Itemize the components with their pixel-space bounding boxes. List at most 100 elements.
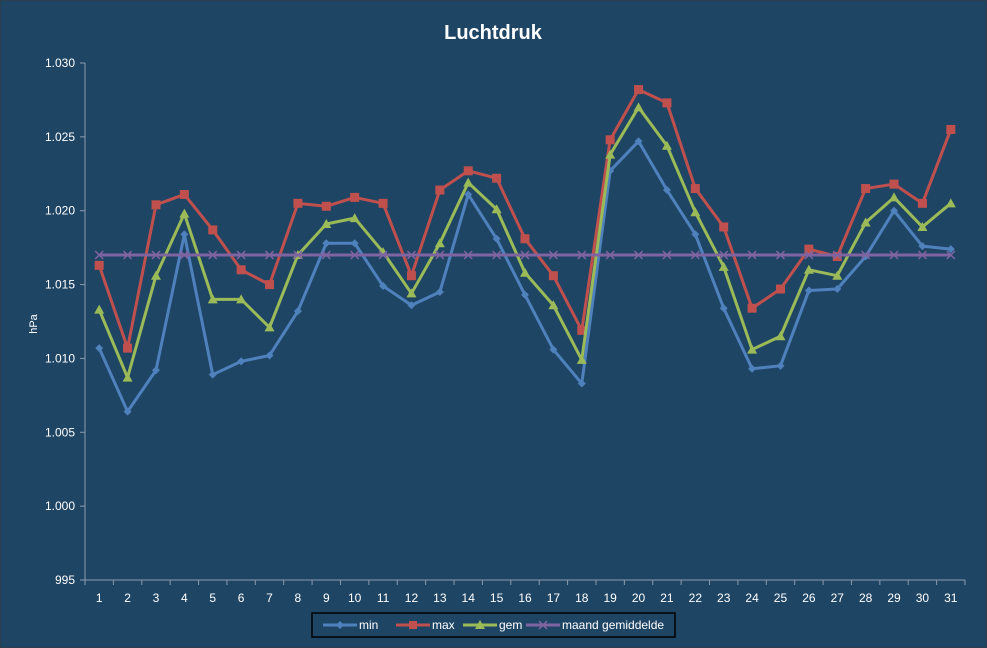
data-point [860, 217, 871, 227]
x-tick-label: 10 [348, 591, 362, 605]
data-point [265, 280, 275, 290]
x-tick-label: 30 [916, 591, 930, 605]
legend: min max gem maand gemiddelde [311, 612, 676, 638]
data-point [917, 221, 928, 231]
x-tick-label: 11 [377, 591, 390, 605]
legend-item: min [323, 618, 378, 632]
x-tick-label: 23 [717, 591, 731, 605]
legend-item: max [396, 618, 455, 632]
data-point [833, 285, 842, 294]
data-point [549, 345, 558, 354]
data-point [890, 206, 899, 215]
data-point [747, 303, 757, 313]
y-tick-label: 1.010 [45, 351, 75, 365]
data-point [350, 239, 359, 248]
y-tick-label: 1.005 [45, 425, 75, 439]
data-point [122, 372, 133, 382]
data-point [151, 366, 160, 375]
data-point [409, 621, 417, 629]
data-point [803, 264, 814, 274]
series-min [95, 137, 955, 416]
plot-area [94, 85, 956, 416]
series-line [97, 88, 953, 350]
x-tick-label: 31 [944, 591, 958, 605]
data-point [775, 250, 786, 260]
legend-item: gem [463, 618, 522, 632]
data-point [151, 250, 161, 260]
data-point [576, 354, 587, 364]
data-point [123, 407, 132, 416]
data-point [691, 230, 700, 239]
x-tick-label: 2 [124, 591, 131, 605]
x-tick-label: 1 [96, 591, 103, 605]
data-point [293, 307, 302, 316]
data-point [264, 322, 275, 332]
x-tick-label: 20 [632, 591, 646, 605]
data-point [605, 149, 616, 159]
data-point [94, 260, 104, 270]
x-tick-label: 16 [518, 591, 532, 605]
data-point [236, 265, 246, 275]
data-point [123, 343, 133, 353]
data-point [832, 270, 843, 280]
data-point [634, 85, 644, 95]
y-axis-label: hPa [28, 313, 40, 333]
y-tick-label: 995 [55, 573, 75, 587]
data-point [917, 198, 927, 208]
data-point [406, 288, 417, 298]
data-point [804, 250, 814, 260]
series-maand-gemiddelde [94, 250, 956, 260]
data-point [492, 234, 501, 243]
data-point [861, 250, 871, 260]
x-tick-label: 6 [238, 591, 245, 605]
data-point [378, 198, 388, 208]
data-point [236, 294, 247, 304]
x-tick-label: 21 [660, 591, 674, 605]
data-point [464, 190, 473, 199]
data-point [577, 325, 587, 335]
data-point [521, 290, 529, 299]
legend-label: gem [499, 618, 522, 632]
x-tick-label: 7 [266, 591, 273, 605]
x-tick-label: 8 [295, 591, 302, 605]
data-point [747, 344, 758, 354]
x-tick-label: 22 [689, 591, 703, 605]
data-point [577, 250, 587, 260]
data-point [321, 250, 331, 260]
x-tick-label: 27 [831, 591, 845, 605]
data-point [406, 271, 416, 281]
data-point [662, 250, 672, 260]
y-tick-label: 1.000 [45, 499, 75, 513]
data-point [747, 250, 757, 260]
data-point [492, 250, 502, 260]
data-point [463, 177, 474, 187]
data-point [406, 250, 416, 260]
data-point [435, 185, 445, 195]
legend-label: maand gemiddelde [562, 618, 664, 632]
chart-title: Luchtdruk [444, 22, 543, 44]
data-point [378, 250, 388, 260]
data-point [520, 250, 530, 260]
data-point [123, 250, 133, 260]
data-point [548, 250, 558, 260]
data-point [548, 300, 559, 310]
data-point [179, 250, 189, 260]
data-point [917, 250, 927, 260]
data-point [861, 184, 871, 194]
data-point [491, 204, 502, 214]
y-tick-label: 1.030 [45, 56, 75, 70]
data-point [634, 137, 643, 146]
data-point [265, 351, 274, 360]
data-point [548, 271, 558, 281]
data-point [520, 234, 530, 244]
series-max [94, 85, 956, 353]
x-tick-label: 4 [181, 591, 188, 605]
data-point [690, 207, 701, 217]
data-point [379, 282, 388, 291]
data-point [605, 250, 615, 260]
x-tick-label: 19 [603, 591, 617, 605]
x-tick-label: 28 [859, 591, 873, 605]
data-point [538, 620, 548, 630]
data-point [889, 250, 899, 260]
